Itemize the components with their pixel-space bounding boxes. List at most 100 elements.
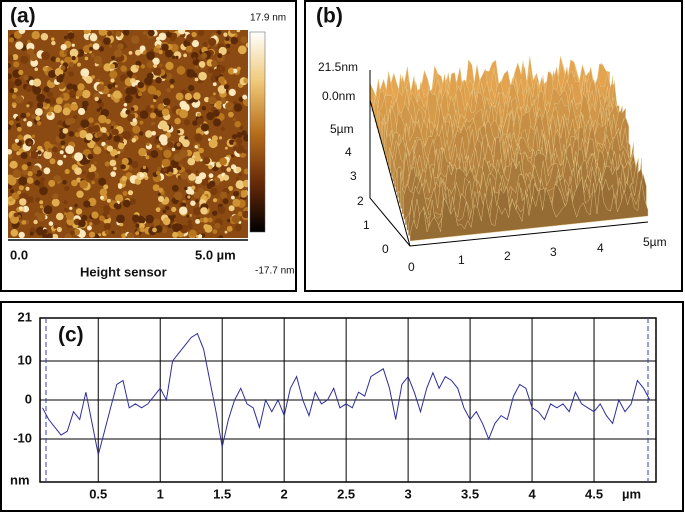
grain bbox=[158, 134, 168, 144]
grain bbox=[198, 147, 204, 154]
grain bbox=[110, 171, 116, 177]
grain bbox=[232, 134, 237, 140]
grain bbox=[157, 166, 162, 172]
grain bbox=[235, 180, 245, 190]
grain bbox=[171, 147, 176, 152]
grain bbox=[103, 223, 111, 231]
grain bbox=[207, 217, 213, 223]
grain bbox=[37, 216, 41, 220]
grain bbox=[229, 30, 237, 34]
grain bbox=[8, 174, 14, 183]
grain bbox=[211, 135, 218, 142]
grain bbox=[117, 151, 121, 154]
grain bbox=[208, 38, 217, 47]
grain bbox=[67, 32, 75, 40]
grain bbox=[13, 61, 20, 68]
grain bbox=[237, 211, 243, 217]
grain bbox=[15, 95, 24, 104]
grain bbox=[212, 92, 216, 96]
grain bbox=[118, 183, 123, 188]
grain bbox=[113, 135, 121, 143]
grain bbox=[71, 179, 78, 187]
grain bbox=[92, 217, 101, 226]
grain bbox=[60, 44, 67, 51]
grain bbox=[78, 219, 86, 228]
grain bbox=[44, 98, 51, 104]
x-start: 0.0 bbox=[10, 247, 28, 262]
grain bbox=[60, 140, 66, 146]
x-tick-label: 5µm bbox=[643, 235, 667, 249]
grain bbox=[232, 68, 238, 74]
grain bbox=[58, 132, 66, 140]
grain bbox=[25, 186, 30, 191]
grain bbox=[150, 112, 157, 119]
grain bbox=[28, 141, 32, 146]
grain bbox=[224, 230, 228, 234]
grain bbox=[189, 213, 193, 217]
grain bbox=[158, 50, 163, 55]
grain bbox=[51, 37, 55, 41]
grain bbox=[197, 30, 205, 36]
grain bbox=[43, 150, 52, 160]
grain bbox=[208, 173, 214, 179]
y-tick-label: 0 bbox=[25, 391, 32, 406]
grain bbox=[8, 153, 13, 160]
grain bbox=[9, 88, 15, 94]
grain bbox=[158, 196, 164, 202]
grain bbox=[111, 56, 115, 60]
grain bbox=[135, 65, 140, 69]
grain bbox=[167, 141, 174, 148]
grain bbox=[217, 65, 226, 74]
grain bbox=[74, 152, 83, 162]
grain bbox=[153, 138, 159, 144]
grain bbox=[75, 89, 83, 97]
grain bbox=[18, 206, 23, 210]
grain bbox=[145, 130, 153, 138]
grain bbox=[187, 223, 193, 230]
grain bbox=[219, 191, 228, 200]
grain bbox=[198, 234, 203, 238]
grain bbox=[10, 214, 20, 224]
x-tick-label: 4 bbox=[528, 486, 536, 501]
grain bbox=[70, 230, 75, 236]
y-axis-label: nm bbox=[10, 472, 30, 487]
grain bbox=[26, 104, 30, 108]
grain bbox=[85, 133, 93, 141]
grain bbox=[21, 168, 29, 176]
grain bbox=[85, 75, 93, 84]
grain bbox=[207, 67, 214, 73]
grain bbox=[39, 186, 48, 196]
x-tick-label: 1.5 bbox=[213, 486, 231, 501]
grain bbox=[110, 78, 115, 83]
grain bbox=[110, 149, 118, 157]
grain bbox=[187, 195, 191, 199]
grain bbox=[205, 227, 210, 232]
grain bbox=[17, 190, 21, 195]
grain bbox=[161, 158, 171, 168]
grain bbox=[194, 154, 202, 162]
y-tick-label: 10 bbox=[18, 352, 32, 367]
y-tick-label: 0 bbox=[382, 242, 389, 256]
x-tick-label: 0 bbox=[408, 260, 415, 274]
grain bbox=[191, 31, 197, 38]
grain bbox=[112, 128, 119, 136]
grain bbox=[192, 72, 198, 78]
grain bbox=[158, 187, 164, 193]
grain bbox=[126, 232, 134, 238]
grain bbox=[211, 60, 218, 67]
grain bbox=[152, 184, 160, 192]
grain bbox=[43, 205, 53, 215]
grain bbox=[142, 31, 147, 35]
grain bbox=[198, 172, 207, 180]
grain bbox=[187, 157, 196, 166]
grain bbox=[186, 214, 190, 218]
grain bbox=[145, 214, 154, 224]
grain bbox=[178, 30, 186, 35]
grain bbox=[108, 44, 113, 48]
grain bbox=[162, 209, 167, 214]
grain bbox=[39, 200, 44, 205]
grain bbox=[224, 84, 229, 90]
grain bbox=[233, 141, 237, 145]
x-axis-label: µm bbox=[622, 486, 641, 501]
grain bbox=[98, 114, 107, 124]
